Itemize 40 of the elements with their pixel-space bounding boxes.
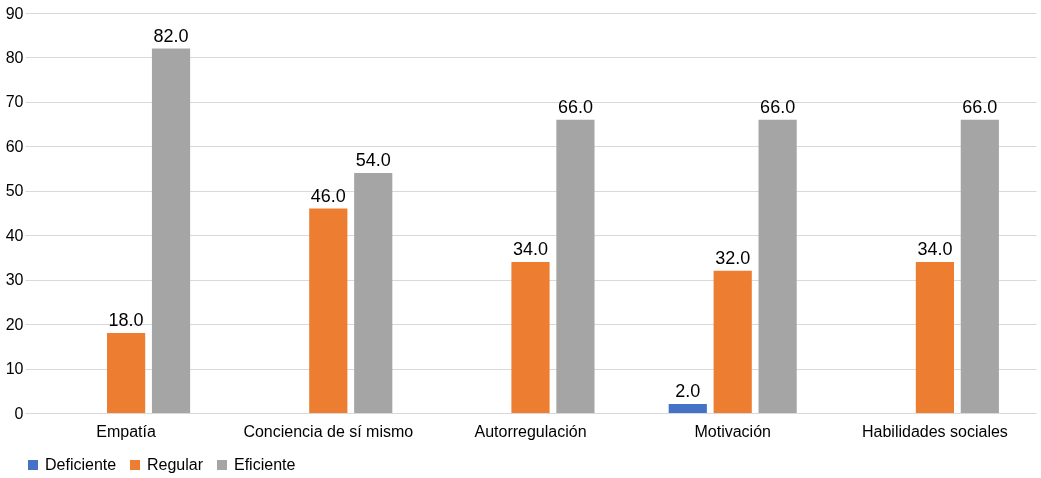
bar [668, 404, 707, 413]
data-label: 34.0 [512, 238, 549, 259]
bar [758, 119, 797, 413]
legend-label: Deficiente [45, 456, 117, 473]
bar [354, 173, 393, 413]
y-tick-label: 30 [5, 271, 24, 289]
data-label: 46.0 [310, 185, 346, 206]
data-label: 34.0 [917, 238, 953, 259]
bar [309, 208, 348, 413]
y-tick-label: 60 [5, 137, 24, 155]
y-tick-label: 10 [5, 360, 24, 378]
x-tick-label: Motivación [694, 422, 771, 440]
y-tick-label: 80 [5, 48, 24, 66]
x-tick-label: Empatía [96, 422, 156, 440]
y-tick-label: 90 [5, 4, 24, 22]
data-label: 66.0 [760, 96, 796, 117]
data-label: 82.0 [153, 25, 189, 46]
y-tick-label: 40 [5, 226, 24, 244]
legend-label: Regular [147, 456, 204, 473]
bar [713, 270, 752, 413]
y-tick-label: 20 [5, 315, 24, 333]
x-tick-label: Conciencia de sí mismo [243, 422, 414, 440]
legend-label: Eficiente [234, 456, 296, 473]
data-label: 2.0 [675, 381, 701, 402]
data-label: 66.0 [557, 96, 593, 117]
bar [107, 333, 146, 413]
bar [511, 261, 550, 413]
bar [915, 261, 954, 413]
data-label: 18.0 [108, 310, 144, 330]
data-label: 66.0 [962, 96, 998, 117]
y-tick-label: 50 [5, 182, 24, 200]
x-tick-label: Autorregulación [474, 422, 587, 440]
y-tick-label: 0 [14, 404, 24, 422]
y-tick-label: 70 [5, 93, 24, 111]
bar [556, 119, 595, 413]
bar [151, 48, 191, 413]
data-label: 54.0 [355, 150, 391, 170]
x-tick-label: Habilidades sociales [861, 422, 1008, 440]
data-label: 32.0 [715, 247, 751, 268]
bar [960, 119, 999, 413]
